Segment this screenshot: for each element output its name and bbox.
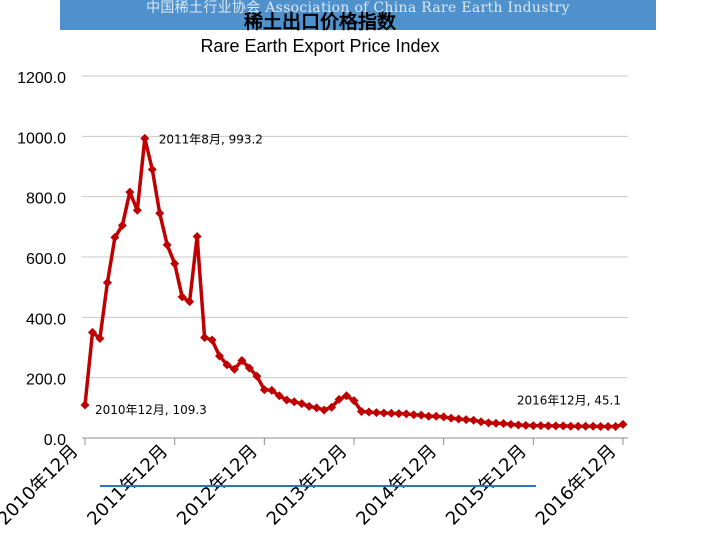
- data-point: [155, 208, 165, 218]
- data-point: [319, 405, 329, 415]
- data-point: [162, 240, 172, 250]
- data-point: [573, 421, 583, 431]
- data-label: 2016年12月, 45.1: [517, 393, 621, 407]
- data-point: [356, 406, 366, 416]
- data-point: [215, 351, 224, 361]
- data-point: [484, 418, 493, 428]
- data-point: [439, 412, 449, 422]
- data-point: [454, 414, 464, 424]
- data-point: [506, 419, 516, 429]
- series-layer: [80, 133, 628, 432]
- data-point: [147, 165, 157, 175]
- data-point: [491, 418, 501, 428]
- series-line: [83, 136, 624, 429]
- data-point: [274, 391, 284, 401]
- data-point: [371, 408, 381, 418]
- data-point: [469, 415, 479, 425]
- data-point: [192, 231, 202, 241]
- data-point: [543, 421, 553, 431]
- data-point: [596, 422, 606, 432]
- data-point: [259, 385, 269, 395]
- data-point: [588, 421, 598, 431]
- x-tick-label: 2016年12月: [532, 441, 621, 530]
- data-point: [252, 371, 262, 381]
- data-point: [551, 421, 561, 431]
- data-point: [536, 421, 546, 431]
- data-point: [222, 360, 232, 370]
- y-tick-label: 0.0: [44, 432, 66, 449]
- banner-text: 中国稀土行业协会 Association of China Rare Earth…: [146, 0, 570, 16]
- data-point: [185, 297, 195, 307]
- labels: 2010年12月, 109.3 2011年8月, 993.2 2016年12月, 4…: [95, 132, 621, 417]
- data-point: [282, 395, 292, 405]
- data-point: [379, 408, 389, 418]
- header-banner: 中国稀土行业协会 Association of China Rare Earth…: [60, 0, 656, 30]
- data-point: [327, 402, 337, 412]
- y-tick-label: 200.0: [26, 372, 66, 389]
- data-point: [364, 407, 374, 417]
- data-point: [229, 364, 239, 374]
- data-point: [102, 278, 112, 288]
- data-point: [611, 422, 621, 432]
- data-point: [132, 205, 142, 215]
- data-point: [207, 335, 217, 345]
- data-point: [409, 410, 419, 420]
- data-point: [581, 421, 591, 431]
- data-point: [424, 411, 434, 421]
- data-point: [461, 415, 471, 425]
- data-point: [312, 403, 322, 413]
- data-point: [200, 333, 210, 343]
- data-point: [267, 385, 277, 395]
- y-tick-label: 1000.0: [17, 130, 66, 147]
- y-tick-label: 800.0: [26, 191, 66, 208]
- data-point: [177, 292, 187, 302]
- chart-subtitle: Rare Earth Export Price Index: [200, 36, 440, 56]
- data-point: [140, 133, 150, 143]
- data-point: [334, 394, 344, 404]
- data-point: [513, 420, 523, 430]
- data-point: [416, 410, 426, 420]
- x-tick-label: 2010年12月: [0, 441, 83, 530]
- data-label: 2011年8月, 993.2: [159, 132, 263, 146]
- data-point: [244, 363, 254, 373]
- data-point: [401, 409, 411, 419]
- data-point: [87, 327, 97, 337]
- axes: 0.0 200.0 400.0 600.0 800.0 1000.0 1200.0 2010年…: [0, 70, 628, 530]
- data-point: [386, 408, 396, 418]
- data-point: [476, 417, 486, 427]
- data-point: [342, 391, 352, 401]
- data-point: [521, 420, 531, 430]
- data-point: [446, 413, 456, 423]
- data-point: [80, 400, 90, 410]
- data-point: [170, 259, 180, 269]
- data-point: [394, 409, 404, 419]
- data-point: [431, 411, 441, 421]
- data-point: [618, 419, 628, 429]
- data-point: [110, 232, 120, 242]
- data-label: 2010年12月, 109.3: [95, 403, 207, 417]
- data-point: [297, 399, 307, 409]
- y-tick-label: 1200.0: [17, 70, 66, 87]
- data-point: [528, 421, 538, 431]
- data-point: [349, 396, 359, 406]
- data-point: [498, 419, 508, 429]
- data-point: [237, 355, 247, 365]
- data-point: [558, 421, 568, 431]
- y-tick-label: 400.0: [26, 311, 66, 328]
- data-point: [117, 220, 127, 230]
- data-point: [603, 422, 613, 432]
- chart-title: 稀土出口价格指数: [243, 11, 396, 33]
- y-tick-label: 600.0: [26, 251, 66, 268]
- data-point: [566, 421, 576, 431]
- data-point: [304, 401, 314, 411]
- data-point: [289, 397, 299, 407]
- data-point: [125, 187, 135, 197]
- data-point: [95, 333, 105, 343]
